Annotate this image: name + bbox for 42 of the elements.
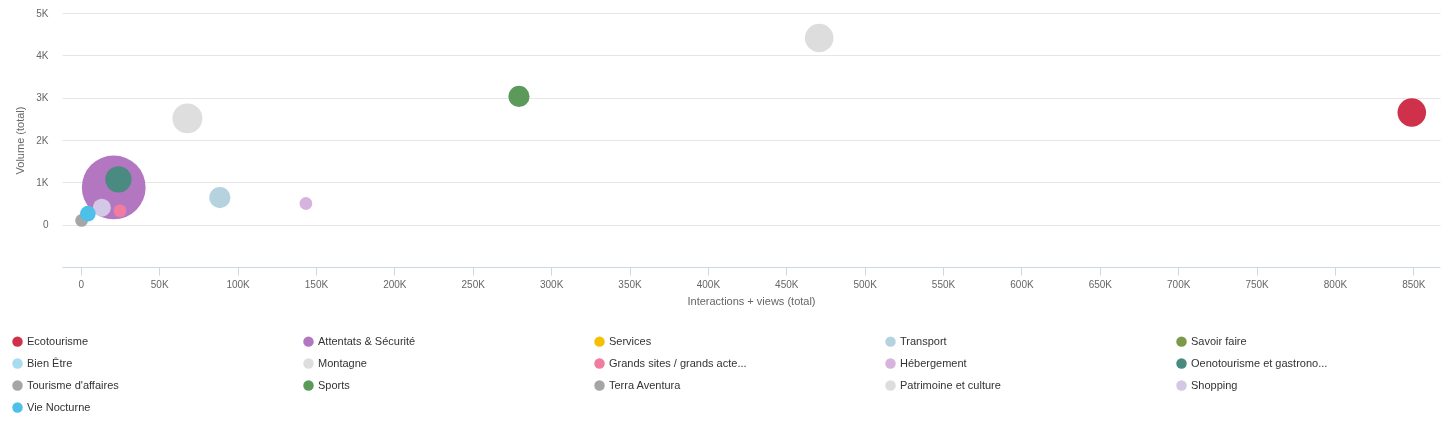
legend-label: Terra Aventura (609, 378, 682, 391)
x-tick-label: 800K (1323, 278, 1348, 290)
legend-label: Sports (318, 378, 351, 391)
legend-label: Oenotourisme et gastrono... (1191, 356, 1328, 369)
legend-label: Services (609, 334, 652, 347)
legend-label: Montagne (318, 356, 367, 369)
x-tick-label: 50K (150, 278, 169, 290)
legend-label: Shopping (1191, 378, 1238, 391)
legend-label: Ecotourisme (27, 334, 89, 347)
y-tick-label: 2K (36, 134, 49, 146)
x-tick-label: 100K (226, 278, 251, 290)
x-axis-title: Interactions + views (total) (687, 294, 816, 307)
y-tick-label: 1K (36, 176, 49, 188)
legend-label: Vie Nocturne (27, 400, 91, 413)
legend-label: Transport (900, 334, 947, 347)
x-tick-label: 300K (539, 278, 564, 290)
legend-label: Patrimoine et culture (900, 378, 1001, 391)
legend-label: Bien Être (27, 356, 73, 369)
x-tick-label: 250K (461, 278, 486, 290)
y-tick-label: 3K (36, 92, 49, 104)
legend-label: Savoir faire (1191, 334, 1247, 347)
y-tick-label: 4K (36, 49, 49, 61)
x-tick-label: 500K (853, 278, 878, 290)
x-tick-label: 650K (1088, 278, 1113, 290)
legend-label: Grands sites / grands acte... (609, 356, 747, 369)
x-tick-label: 200K (383, 278, 407, 290)
x-tick-label: 600K (1010, 278, 1034, 290)
legend-label: Attentats & Sécurité (318, 334, 416, 347)
x-tick-label: 850K (1402, 278, 1426, 290)
x-tick-label: 400K (696, 278, 721, 290)
x-tick-label: 150K (304, 278, 329, 290)
legend-label: Tourisme d'affaires (27, 378, 120, 391)
x-tick-label: 0 (78, 278, 85, 290)
y-axis-title: Volume (total) (14, 106, 27, 175)
x-tick-label: 700K (1167, 278, 1191, 290)
x-tick-label: 350K (618, 278, 643, 290)
y-tick-label: 5K (36, 7, 49, 19)
x-tick-label: 550K (931, 278, 956, 290)
legend-label: Hébergement (900, 356, 967, 369)
x-tick-label: 750K (1245, 278, 1270, 290)
x-tick-label: 450K (775, 278, 799, 290)
y-tick-label: 0 (42, 219, 49, 231)
